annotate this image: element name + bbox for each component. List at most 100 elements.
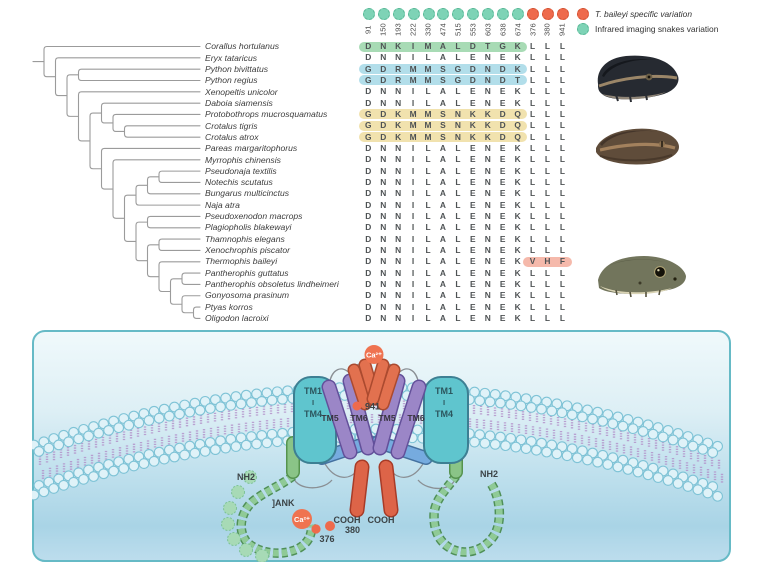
residue-cell: L xyxy=(455,176,461,187)
residue-cell: N xyxy=(484,233,491,244)
species-label: Corallus hortulanus xyxy=(205,41,280,52)
residue-cell: D xyxy=(365,233,372,244)
residue-cell: D xyxy=(365,86,372,97)
species-label: Pseudonaja textilis xyxy=(205,165,277,176)
tree-branch xyxy=(77,91,201,117)
tree-branch xyxy=(112,188,126,219)
residue-cell: L xyxy=(529,312,536,323)
residue-cell: D xyxy=(365,154,372,165)
position-label: 515 xyxy=(453,23,463,36)
tm6-label-right: TM6 xyxy=(407,413,424,423)
residue-cell: N xyxy=(380,244,387,255)
tree-branch xyxy=(181,303,195,314)
residue-cell: N xyxy=(380,267,387,278)
residue-cell: D xyxy=(365,312,372,323)
tm4-label-left: TM4 xyxy=(304,409,322,419)
residue-cell: L xyxy=(544,52,551,63)
residue-cell: L xyxy=(425,52,431,63)
residue-cell: L xyxy=(544,41,551,51)
tree-branch xyxy=(89,140,103,170)
residue-cell: D xyxy=(469,63,476,74)
tree-branch xyxy=(158,176,201,184)
residue-cell: E xyxy=(499,267,506,278)
residue-cell: N xyxy=(454,131,461,142)
residue-cell: L xyxy=(529,278,536,289)
c-terminal-helix-left xyxy=(351,461,368,516)
residue-cell: L xyxy=(544,267,551,278)
tree-branch xyxy=(112,113,201,124)
residue-cell: I xyxy=(411,210,415,221)
residue-cell: N xyxy=(484,290,491,301)
residue-cell: L xyxy=(544,233,551,244)
residue-cell: L xyxy=(559,108,565,119)
residue-cell: L xyxy=(425,290,431,301)
residue-cell: L xyxy=(559,290,565,301)
residue-cell: A xyxy=(439,52,446,63)
residue-cell: H xyxy=(544,256,551,267)
residue-cell: L xyxy=(425,97,431,108)
tm1-label-left: TM1 xyxy=(304,386,322,396)
species-label: Xenochrophis piscator xyxy=(205,245,291,256)
residue-cell: N xyxy=(454,108,461,119)
tree-branch xyxy=(135,240,149,262)
tm-range-bar-left: I xyxy=(312,398,314,407)
tree-branch xyxy=(112,159,201,190)
residue-cell: L xyxy=(455,210,461,221)
residue-cell: N xyxy=(380,312,387,323)
residue-cell: L xyxy=(425,199,431,210)
residue-cell: E xyxy=(470,278,476,289)
residue-cell: N xyxy=(395,222,402,233)
residue-cell: K xyxy=(395,131,402,142)
residue-cell: E xyxy=(499,165,506,176)
residue-cell: E xyxy=(499,256,506,267)
residue-cell: K xyxy=(395,41,402,51)
tree-branch xyxy=(158,238,201,246)
position-label: 638 xyxy=(498,23,508,36)
variation-dot-icon xyxy=(527,7,540,20)
residue-cell: D xyxy=(499,108,506,119)
residue-cell: L xyxy=(559,74,565,85)
residue-cell: E xyxy=(470,154,476,165)
residue-cell: N xyxy=(395,233,402,244)
residue-cell: N xyxy=(484,52,491,63)
residue-cell: D xyxy=(499,63,506,74)
residue-cell: E xyxy=(470,188,476,199)
tm4-label-right: TM4 xyxy=(435,409,453,419)
residue-cell: N xyxy=(484,301,491,312)
snake-photo-pitviper xyxy=(596,128,679,165)
legend-item-infrared: Infrared imaging snakes variation xyxy=(577,21,718,36)
residue-cell: N xyxy=(380,142,387,153)
residue-cell: N xyxy=(395,301,402,312)
tree-branch xyxy=(146,215,201,223)
tree-branch xyxy=(181,295,201,305)
specific-variation-dot-icon xyxy=(577,7,589,20)
residue-cell: L xyxy=(425,222,431,233)
residue-cell: L xyxy=(559,301,565,312)
position-label: 376 xyxy=(528,23,538,36)
residue-cell: I xyxy=(411,97,415,108)
residue-cell: K xyxy=(514,188,521,199)
position-label: 553 xyxy=(468,23,478,36)
residue-cell: D xyxy=(365,267,372,278)
residue-cell: V xyxy=(529,256,536,267)
residue-cell: L xyxy=(559,278,565,289)
residue-cell: L xyxy=(559,233,565,244)
residue-cell: A xyxy=(439,176,446,187)
residue-cell: L xyxy=(559,188,565,199)
residue-cell: L xyxy=(544,278,551,289)
residue-cell: K xyxy=(514,199,521,210)
tree-branch xyxy=(158,261,201,278)
residue-cell: L xyxy=(455,244,461,255)
residue-cell: N xyxy=(380,301,387,312)
highlight-pill xyxy=(359,64,527,75)
residue-cell: K xyxy=(395,108,402,119)
residue-cell: I xyxy=(411,142,415,153)
residue-cell: M xyxy=(424,131,432,142)
tree-branch xyxy=(146,184,201,195)
species-label: Python bivittatus xyxy=(205,63,269,74)
residue-cell: L xyxy=(529,301,536,312)
residue-cell: L xyxy=(455,188,461,199)
residue-cell: D xyxy=(365,176,372,187)
residue-cell: D xyxy=(380,74,387,85)
tree-branch xyxy=(43,45,201,63)
